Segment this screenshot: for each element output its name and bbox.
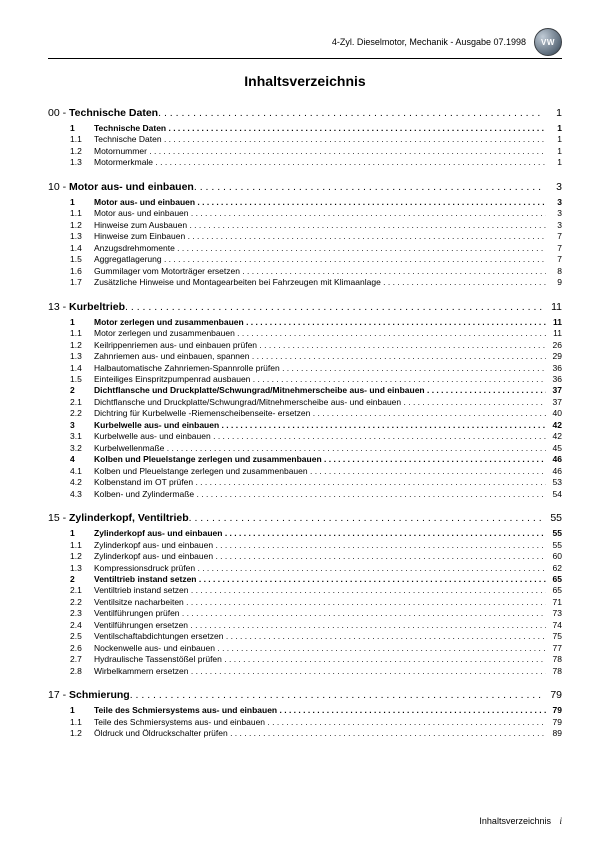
toc-entry: 3.1Kurbelwelle aus- und einbauen 42 [70, 431, 562, 442]
toc-entry: 1.4Halbautomatische Zahnriemen-Spannroll… [70, 363, 562, 374]
toc-entry: 2.7Hydraulische Tassenstößel prüfen 78 [70, 654, 562, 665]
toc-entry: 1Motor aus- und einbauen 3 [70, 197, 562, 208]
toc-entry: 1.3Motormerkmale 1 [70, 157, 562, 168]
toc-entry: 1.2Keilrippenriemen aus- und einbauen pr… [70, 340, 562, 351]
toc-entry: 2.4Ventilführungen ersetzen 74 [70, 620, 562, 631]
toc-entry: 1.2Motornummer 1 [70, 146, 562, 157]
toc-entry: 1.2Zylinderkopf aus- und einbauen 60 [70, 551, 562, 562]
toc-entry: 1.1Motor zerlegen und zusammenbauen 11 [70, 328, 562, 339]
toc-entry: 2Ventiltrieb instand setzen 65 [70, 574, 562, 585]
toc-entry: 4Kolben und Pleuelstange zerlegen und zu… [70, 454, 562, 465]
toc-entry: 1.7Zusätzliche Hinweise und Montagearbei… [70, 277, 562, 288]
toc-entry: 1.5Einteiliges Einspritzpumpenrad ausbau… [70, 374, 562, 385]
toc-body: 00 - Technische Daten 1 1Technische Daten… [48, 107, 562, 740]
toc-entry: 1Technische Daten 1 [70, 123, 562, 134]
toc-entry: 3.2Kurbelwellenmaße 45 [70, 443, 562, 454]
toc-entry: 1Motor zerlegen und zusammenbauen 11 [70, 317, 562, 328]
page-title: Inhaltsverzeichnis [48, 73, 562, 89]
toc-section-heading: 17 - Schmierung 79 [48, 689, 562, 701]
toc-entry: 1.3Kompressionsdruck prüfen 62 [70, 563, 562, 574]
toc-entry: 2.8Wirbelkammern ersetzen 78 [70, 666, 562, 677]
toc-entry: 1.2Öldruck und Öldruckschalter prüfen 89 [70, 728, 562, 739]
toc-entry: 1.3Zahnriemen aus- und einbauen, spannen… [70, 351, 562, 362]
toc-section-heading: 15 - Zylinderkopf, Ventiltrieb 55 [48, 512, 562, 524]
toc-entry: 1Zylinderkopf aus- und einbauen 55 [70, 528, 562, 539]
toc-entry: 2.2Dichtring für Kurbelwelle -Riemensche… [70, 408, 562, 419]
toc-section-heading: 10 - Motor aus- und einbauen 3 [48, 181, 562, 193]
toc-entry: 1.1Teile des Schmiersystems aus- und ein… [70, 717, 562, 728]
toc-entry: 1Teile des Schmiersystems aus- und einba… [70, 705, 562, 716]
toc-entry: 2.1Ventiltrieb instand setzen 65 [70, 585, 562, 596]
toc-entry: 1.3Hinweise zum Einbauen 7 [70, 231, 562, 242]
page-footer: Inhaltsverzeichnis i [479, 816, 562, 826]
toc-entry: 2.6Nockenwelle aus- und einbauen 77 [70, 643, 562, 654]
footer-page-number: i [559, 816, 562, 826]
toc-entry: 3Kurbelwelle aus- und einbauen 42 [70, 420, 562, 431]
toc-entry: 1.5Aggregatlagerung 7 [70, 254, 562, 265]
toc-entry: 2.3Ventilführungen prüfen 73 [70, 608, 562, 619]
toc-entry: 4.2Kolbenstand im OT prüfen 53 [70, 477, 562, 488]
toc-entry: 4.3Kolben- und Zylindermaße 54 [70, 489, 562, 500]
toc-entry: 1.2Hinweise zum Ausbauen 3 [70, 220, 562, 231]
toc-entry: 1.1Motor aus- und einbauen 3 [70, 208, 562, 219]
toc-entry: 1.6Gummilager vom Motorträger ersetzen 8 [70, 266, 562, 277]
toc-section-heading: 13 - Kurbeltrieb 11 [48, 301, 562, 313]
page-header: 4-Zyl. Dieselmotor, Mechanik - Ausgabe 0… [48, 28, 562, 56]
vw-logo-icon: VW [534, 28, 562, 56]
header-text: 4-Zyl. Dieselmotor, Mechanik - Ausgabe 0… [332, 37, 526, 47]
document-page: 4-Zyl. Dieselmotor, Mechanik - Ausgabe 0… [0, 0, 600, 848]
toc-entry: 1.1Zylinderkopf aus- und einbauen 55 [70, 540, 562, 551]
toc-entry: 1.1Technische Daten 1 [70, 134, 562, 145]
toc-section-heading: 00 - Technische Daten 1 [48, 107, 562, 119]
toc-entry: 2.2Ventilsitze nacharbeiten 71 [70, 597, 562, 608]
toc-entry: 2.5Ventilschaftabdichtungen ersetzen 75 [70, 631, 562, 642]
header-rule [48, 58, 562, 59]
toc-entry: 4.1Kolben und Pleuelstange zerlegen und … [70, 466, 562, 477]
toc-entry: 2.1Dichtflansche und Druckplatte/Schwung… [70, 397, 562, 408]
footer-label: Inhaltsverzeichnis [479, 816, 551, 826]
toc-entry: 1.4Anzugsdrehmomente 7 [70, 243, 562, 254]
toc-entry: 2Dichtflansche und Druckplatte/Schwungra… [70, 385, 562, 396]
